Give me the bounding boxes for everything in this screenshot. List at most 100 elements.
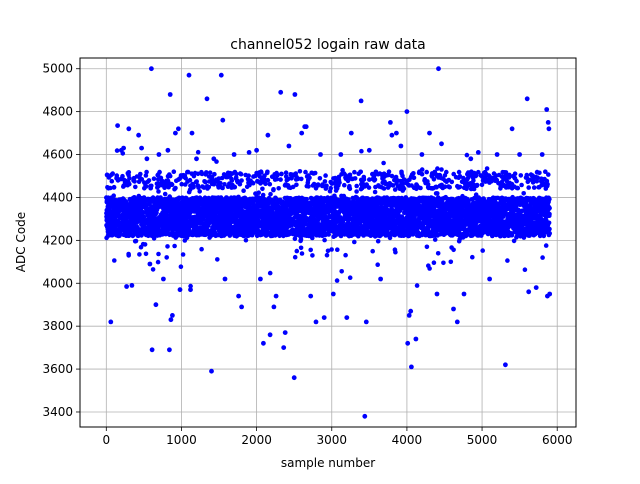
data-point	[450, 180, 455, 185]
data-point	[144, 170, 149, 175]
data-point	[433, 237, 438, 242]
data-point	[194, 179, 199, 184]
data-point	[156, 260, 161, 265]
data-point	[233, 185, 238, 190]
data-point	[381, 161, 386, 166]
data-point	[293, 255, 298, 260]
data-point	[387, 169, 392, 174]
data-point	[246, 173, 251, 178]
data-point	[172, 169, 177, 174]
data-point	[427, 266, 432, 271]
data-point	[323, 173, 328, 178]
data-point	[339, 269, 344, 274]
data-point	[251, 181, 256, 186]
data-point	[268, 192, 273, 197]
data-point	[165, 244, 170, 249]
data-point	[203, 180, 208, 185]
data-point	[348, 275, 353, 280]
data-point	[325, 253, 330, 258]
data-point	[197, 189, 202, 194]
data-point	[110, 171, 115, 176]
data-point	[127, 182, 132, 187]
data-point	[373, 190, 378, 195]
data-point	[138, 172, 143, 177]
data-point	[164, 255, 169, 260]
data-point	[239, 178, 244, 183]
data-point	[435, 191, 440, 196]
data-point	[329, 247, 334, 252]
data-point	[335, 247, 340, 252]
data-point	[358, 170, 363, 175]
data-point	[188, 178, 193, 183]
data-point	[316, 182, 321, 187]
data-point	[151, 267, 156, 272]
data-point	[335, 278, 340, 283]
data-point	[352, 240, 357, 245]
data-point	[470, 255, 475, 260]
data-point	[352, 170, 357, 175]
data-point	[310, 253, 315, 258]
data-point	[370, 249, 375, 254]
data-point	[348, 187, 353, 192]
data-point	[268, 271, 273, 276]
data-point	[147, 178, 152, 183]
data-point	[299, 246, 304, 251]
data-point	[348, 173, 353, 178]
data-point	[126, 253, 131, 258]
data-point	[276, 186, 281, 191]
data-point	[435, 166, 440, 171]
data-point	[343, 253, 348, 258]
data-point	[323, 179, 328, 184]
data-point	[458, 185, 463, 190]
data-point	[244, 238, 249, 243]
data-point	[144, 184, 149, 189]
data-point	[449, 260, 454, 265]
data-point	[318, 176, 323, 181]
data-point	[359, 149, 364, 154]
data-point	[375, 262, 380, 267]
data-point	[342, 183, 347, 188]
data-point	[215, 257, 220, 262]
data-point	[465, 153, 470, 158]
data-point	[376, 239, 381, 244]
data-point	[441, 261, 446, 266]
data-point	[353, 176, 358, 181]
data-point	[137, 252, 142, 257]
data-point	[212, 172, 217, 177]
data-point	[298, 169, 303, 174]
data-point	[266, 178, 271, 183]
data-point	[168, 174, 173, 179]
data-point	[143, 242, 148, 247]
data-point	[279, 172, 284, 177]
data-point	[412, 175, 417, 180]
data-point	[127, 176, 132, 181]
data-point	[191, 185, 196, 190]
data-point	[328, 186, 333, 191]
data-point	[127, 170, 132, 175]
data-point	[471, 178, 476, 183]
data-point	[299, 177, 304, 182]
data-point	[265, 170, 270, 175]
data-point	[234, 172, 239, 177]
data-point	[354, 189, 359, 194]
data-point	[337, 180, 342, 185]
data-point	[306, 184, 311, 189]
data-point	[156, 189, 161, 194]
data-point	[260, 187, 265, 192]
data-point	[390, 174, 395, 179]
data-point	[173, 186, 178, 191]
data-point	[393, 250, 398, 255]
data-point	[304, 197, 309, 202]
data-point	[208, 170, 213, 175]
data-point	[199, 247, 204, 252]
data-point	[112, 185, 117, 190]
data-point	[275, 173, 280, 178]
data-point	[420, 167, 425, 172]
data-point	[170, 183, 175, 188]
data-point	[133, 185, 138, 190]
data-point	[163, 192, 168, 197]
data-point	[300, 251, 305, 256]
data-point	[354, 184, 359, 189]
data-point	[362, 177, 367, 182]
